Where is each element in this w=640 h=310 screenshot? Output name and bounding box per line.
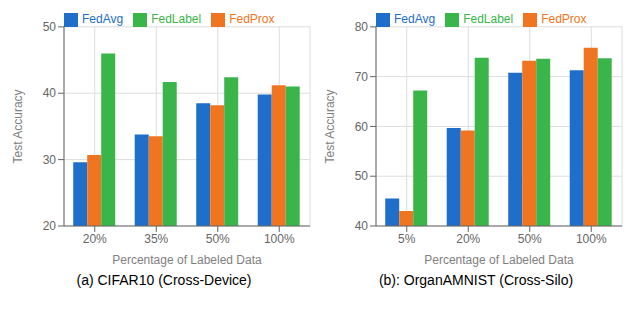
svg-text:70: 70 xyxy=(355,70,369,84)
html-text:FedAvg: FedAvg xyxy=(394,12,436,26)
html-text:FedAvg: FedAvg xyxy=(82,12,124,26)
svg-text:35%: 35% xyxy=(144,232,168,246)
svg-text:50%: 50% xyxy=(518,232,542,246)
svg-text:40: 40 xyxy=(43,86,57,100)
svg-text:60: 60 xyxy=(355,120,369,134)
svg-text:50%: 50% xyxy=(206,232,230,246)
svg-text:20%: 20% xyxy=(456,232,480,246)
svg-text:Percentage of Labeled Data: Percentage of Labeled Data xyxy=(424,253,574,267)
svg-text:50: 50 xyxy=(43,20,57,34)
svg-text:100%: 100% xyxy=(576,232,607,246)
html-text:(a) CIFAR10 (Cross-Device): (a) CIFAR10 (Cross-Device) xyxy=(76,272,252,288)
svg-text:5%: 5% xyxy=(398,232,416,246)
svg-text:Percentage of Labeled Data: Percentage of Labeled Data xyxy=(112,253,262,267)
html-text:(b): OrganAMNIST (Cross-Silo): (b): OrganAMNIST (Cross-Silo) xyxy=(378,272,574,288)
svg-text:20: 20 xyxy=(43,219,57,233)
svg-text:30: 30 xyxy=(43,153,57,167)
svg-text:Test Accuracy: Test Accuracy xyxy=(11,89,25,163)
svg-text:80: 80 xyxy=(355,20,369,34)
svg-text:20%: 20% xyxy=(83,232,107,246)
svg-text:40: 40 xyxy=(355,219,369,233)
svg-text:Test Accuracy: Test Accuracy xyxy=(323,89,337,163)
html-text:FedProx: FedProx xyxy=(229,12,275,26)
svg-text:50: 50 xyxy=(355,169,369,183)
html-text:FedProx: FedProx xyxy=(541,12,587,26)
svg-text:100%: 100% xyxy=(264,232,295,246)
html-text:FedLabel: FedLabel xyxy=(463,12,514,26)
html-text:FedLabel: FedLabel xyxy=(151,12,202,26)
